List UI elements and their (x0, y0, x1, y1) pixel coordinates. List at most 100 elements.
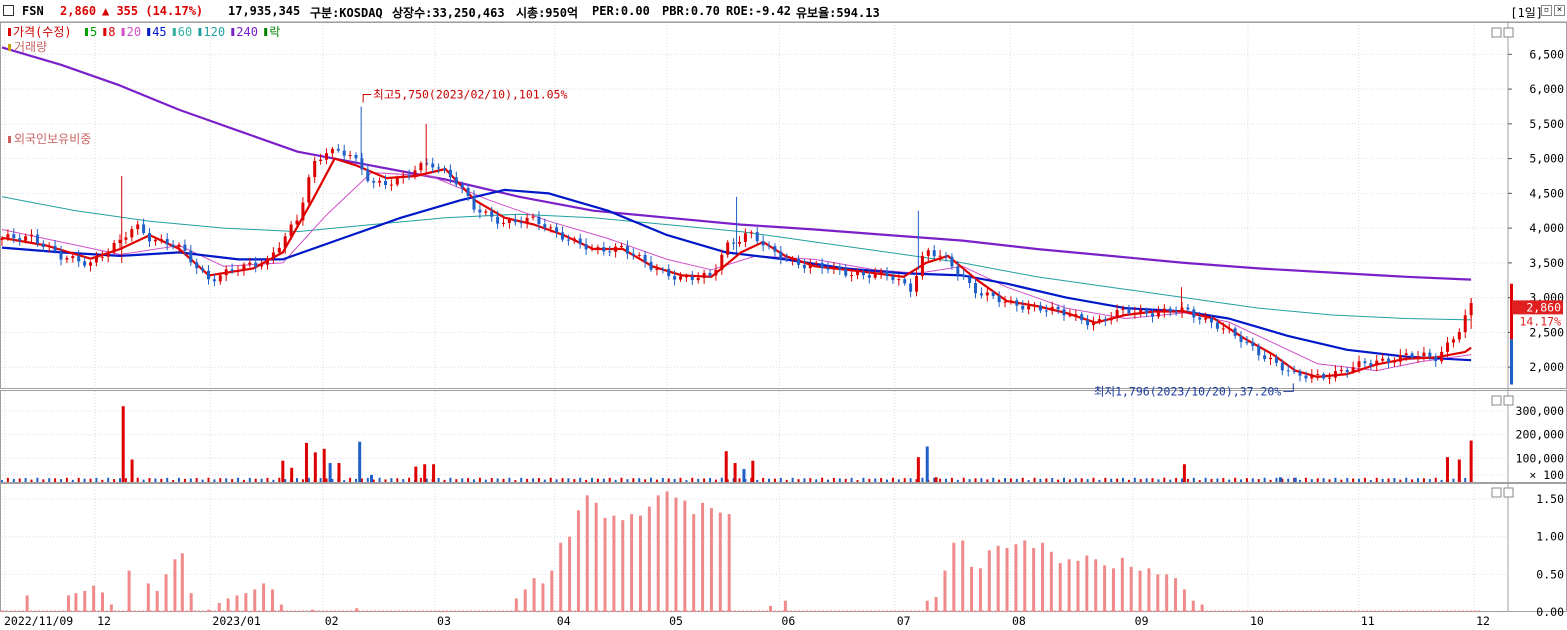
volume-bar (1182, 464, 1186, 482)
foreign-ratio-bar (1200, 604, 1204, 612)
candle-body (974, 282, 978, 294)
candle-body (797, 259, 801, 265)
stock-chart[interactable]: 6,5006,0005,5005,0004,5004,0003,5003,000… (0, 22, 1567, 630)
period-selector[interactable]: [1일] (1510, 6, 1543, 20)
candle-body (938, 255, 942, 257)
price-candles (0, 106, 1473, 385)
volume-bar (591, 477, 594, 482)
candle-body (30, 234, 34, 237)
candle-body (496, 216, 500, 224)
volume-bar (1275, 477, 1278, 482)
select-checkbox[interactable] (3, 5, 14, 16)
legend-marker (231, 28, 235, 36)
candle-body (118, 239, 122, 244)
volume-bar (248, 477, 251, 482)
volume-bar (366, 478, 369, 482)
volume-bar (1293, 477, 1297, 482)
volume-bar (1269, 479, 1272, 482)
volume-bar (402, 479, 405, 482)
candle-body (490, 211, 494, 217)
x-axis-label: 09 (1135, 614, 1149, 628)
candle-body (18, 238, 22, 241)
volume-bar (1411, 479, 1414, 482)
volume-bar (925, 446, 929, 482)
high-label: 최고5,750(2023/02/10),101.05% (373, 87, 567, 101)
candle-body (507, 219, 511, 223)
candle-body (1227, 328, 1231, 330)
foreign-ratio-bar (83, 590, 87, 612)
foreign-ratio-bar (1191, 600, 1195, 612)
candle-body (218, 275, 222, 282)
price-tick-label: 5,000 (1529, 152, 1564, 166)
volume-bar (691, 477, 694, 482)
volume-bar (372, 479, 375, 482)
foreign-ratio-bar (310, 609, 314, 612)
foreign-ratio-bar (1014, 544, 1018, 612)
volume-bar (281, 460, 285, 482)
candle-body (83, 261, 87, 266)
volume-bar (119, 478, 122, 482)
foreign-ratio-bar (244, 593, 248, 612)
legend-marker (172, 28, 176, 36)
candle-body (384, 180, 388, 185)
volume-bar (673, 478, 676, 482)
x-axis-label: 2023/01 (212, 614, 261, 628)
foreign-ratio-bar (594, 502, 598, 612)
volume-bar (1192, 477, 1195, 482)
candle-body (484, 211, 488, 213)
candle-body (1339, 369, 1343, 372)
legend-marker (121, 28, 125, 36)
candle-body (1174, 311, 1178, 313)
foreign-ratio-bar (630, 514, 634, 612)
candle-body (289, 224, 293, 237)
candle-body (201, 268, 205, 271)
candle-body (649, 261, 653, 270)
volume-bar (1352, 478, 1355, 482)
candle-body (372, 180, 376, 183)
volume-bar (95, 477, 98, 482)
candle-body (1351, 367, 1355, 373)
volume-bar (484, 479, 487, 482)
foreign-ratio-bar (665, 491, 669, 612)
candle-body (1463, 315, 1467, 333)
volume-bar (909, 478, 912, 482)
volume-bar (1074, 478, 1077, 482)
volume-bar (319, 478, 322, 482)
candle-body (696, 277, 700, 281)
volume-bar (661, 478, 664, 482)
pbr-value: PBR:0.70 (662, 4, 720, 18)
volume-bar (1080, 478, 1083, 482)
volume-bar (742, 468, 746, 482)
candle-body (177, 244, 181, 248)
candle-body (926, 250, 930, 256)
volume-bar (756, 479, 759, 482)
volume-bar (443, 479, 446, 482)
volume-bar (579, 477, 582, 482)
volume-bar (950, 477, 953, 482)
foreign-ratio-bar (541, 583, 545, 612)
volume-bar (142, 479, 145, 482)
maximize-icon[interactable]: ▫ (1541, 5, 1552, 16)
candle-body (478, 209, 482, 213)
candle-body (1062, 309, 1066, 316)
candle-body (1145, 309, 1149, 314)
candle-body (106, 252, 110, 257)
candle-body (502, 222, 506, 224)
volume-bar (425, 478, 428, 482)
volume-bar (1281, 478, 1284, 482)
candle-body (472, 195, 476, 210)
candle-body (1357, 361, 1361, 368)
candle-body (673, 276, 677, 280)
candle-body (1192, 309, 1196, 318)
volume-bar (473, 479, 476, 482)
low-annotation: 최저1,796(2023/10/20),37.20% (1094, 383, 1294, 398)
foreign-tick-label: 1.00 (1536, 530, 1564, 544)
volume-bar (1216, 478, 1219, 482)
foreign-ratio-bar (718, 512, 722, 612)
candle-body (142, 224, 146, 234)
candle-body (1422, 352, 1426, 357)
close-icon[interactable]: × (1554, 5, 1565, 16)
candle-body (614, 246, 618, 252)
volume-bar (414, 466, 418, 482)
candle-body (41, 243, 45, 248)
